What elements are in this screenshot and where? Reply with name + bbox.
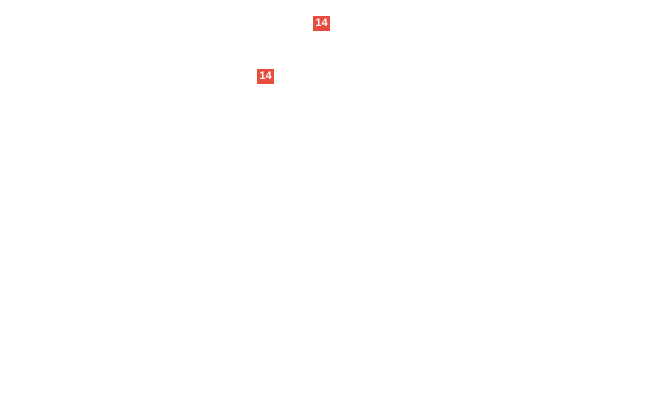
part-callout-badge-14-bottom[interactable]: 14 [257,69,274,84]
part-callout-badge-14-top[interactable]: 14 [313,16,330,31]
